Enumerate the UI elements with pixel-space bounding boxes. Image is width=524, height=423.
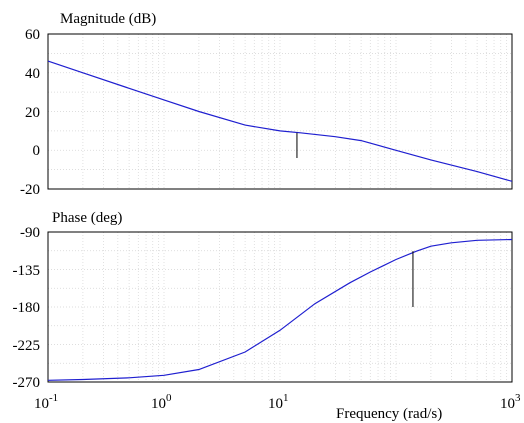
xtick-0-1: 10-1: [34, 392, 58, 412]
xtick-1: 100: [151, 392, 172, 412]
magnitude-series-line: [47, 60, 513, 182]
phase-ytick-minus180: -180: [13, 300, 41, 316]
mag-ytick-minus20: -20: [20, 182, 40, 198]
magnitude-title: Magnitude (dB): [60, 11, 156, 27]
phase-ytick-minus270: -270: [13, 375, 41, 391]
phase-ytick-minus225: -225: [13, 338, 41, 354]
phase-ytick-minus135: -135: [13, 263, 41, 279]
mag-ytick-40: 40: [25, 66, 40, 82]
phase-grid: [48, 232, 512, 382]
magnitude-grid: [48, 34, 512, 189]
phase-ytick-minus90: -90: [20, 225, 40, 241]
phase-panel: Phase (deg) -90 -135 -180 -225 -270 10-1…: [13, 210, 522, 422]
phase-title: Phase (deg): [52, 210, 122, 226]
x-axis-label: Frequency (rad/s): [336, 406, 442, 422]
magnitude-frame: [47, 33, 513, 190]
mag-ytick-60: 60: [25, 27, 40, 43]
xtick-1000: 103: [500, 392, 521, 412]
mag-ytick-0: 0: [33, 143, 41, 159]
magnitude-panel: Magnitude (dB) 60 40 20 0 -20: [20, 11, 513, 198]
phase-series-line: [47, 238, 513, 381]
xtick-10: 101: [268, 392, 289, 412]
mag-ytick-20: 20: [25, 105, 40, 121]
phase-frame: [47, 231, 513, 383]
